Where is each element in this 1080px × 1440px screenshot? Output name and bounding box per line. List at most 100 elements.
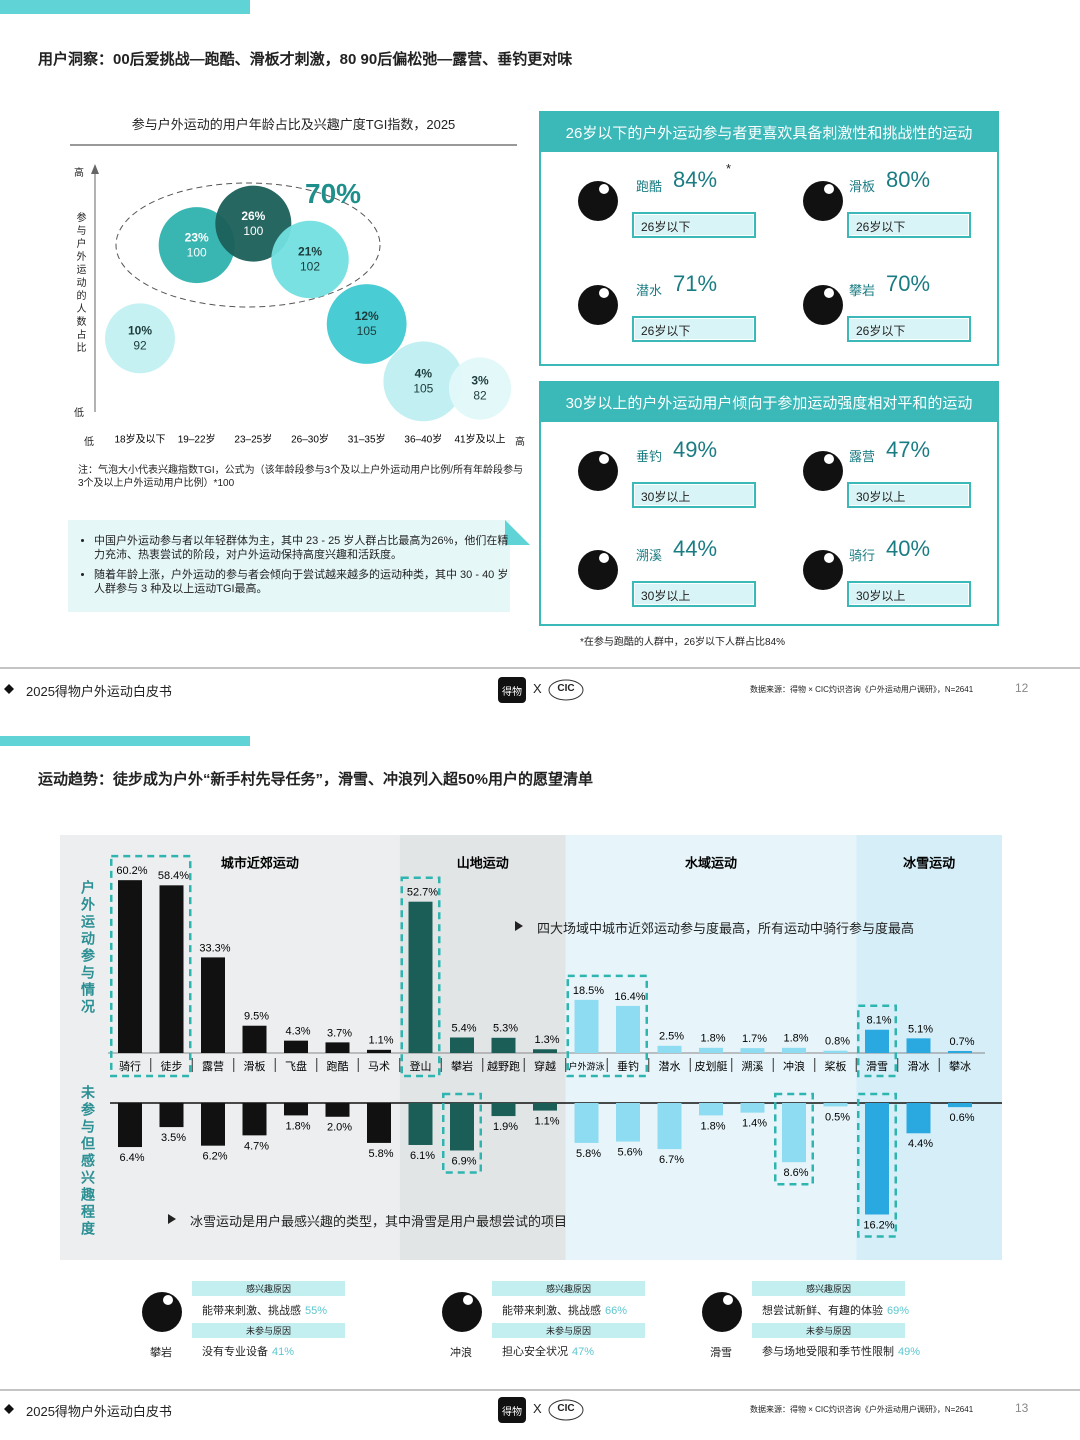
sport-icon xyxy=(803,181,843,221)
value-label: 3.5% xyxy=(161,1132,186,1144)
value-label: 3% xyxy=(471,374,489,388)
bar xyxy=(616,1005,640,1053)
bar xyxy=(740,1103,765,1113)
bar xyxy=(906,1038,931,1053)
header-stripe xyxy=(0,0,250,14)
sport-name: 潜水 xyxy=(636,283,663,298)
reason-text: 想尝试新鲜、有趣的体验 xyxy=(762,1305,883,1317)
card-sport: 冲浪 xyxy=(450,1347,472,1359)
value-label: 1.4% xyxy=(742,1118,767,1130)
bullet-box-corner xyxy=(505,520,530,545)
value-label: 1.8% xyxy=(700,1033,725,1045)
panel-title: 30岁以上的户外运动用户倾向于参加运动强度相对平和的运动 xyxy=(565,395,973,412)
y-axis-low: 低 xyxy=(74,408,84,419)
footer-source: 数据来源：得物 × CIC灼识咨询《户外运动用户调研》，N=2641 xyxy=(750,685,974,694)
bar xyxy=(242,1025,267,1053)
sport-name: 跑酷 xyxy=(636,179,663,194)
x-tick-label: 滑板 xyxy=(244,1059,266,1073)
panel-header xyxy=(540,112,998,152)
x-tick-label: 骑行 xyxy=(119,1060,141,1073)
size-label: 105 xyxy=(413,382,433,396)
y-axis-high: 高 xyxy=(74,168,84,179)
footer-report: 2025得物户外运动白皮书 xyxy=(26,1404,172,1419)
bubble xyxy=(215,185,292,262)
panel-title: 26岁以下的户外运动参与者更喜欢具备刺激性和挑战性的运动 xyxy=(565,125,973,142)
value-label: 1.8% xyxy=(783,1033,808,1045)
value-label: 18.5% xyxy=(573,985,604,997)
bar xyxy=(159,885,184,1053)
reason-share: 49% xyxy=(898,1346,921,1358)
reason-share: 41% xyxy=(272,1346,295,1358)
value-label: 16.4% xyxy=(614,991,645,1003)
sport-icon xyxy=(803,550,843,590)
sport-share: 44% xyxy=(673,536,718,561)
x-tick-label: 桨板 xyxy=(825,1059,847,1073)
partner-name: CIC xyxy=(557,1403,575,1414)
group-label: 冰雪运动 xyxy=(903,855,955,870)
x-tick-label: 31–35岁 xyxy=(348,433,386,446)
sport-icon-accent xyxy=(824,288,834,298)
sport-icon-accent xyxy=(599,553,609,563)
size-label: 92 xyxy=(133,339,147,353)
value-label: 0.8% xyxy=(825,1036,850,1048)
x-tick-label: 垂钓 xyxy=(617,1059,639,1073)
footnote: *在参与跑酷的人群中，26岁以下人群占比84% xyxy=(580,637,786,648)
value-label: 5.8% xyxy=(576,1148,601,1160)
card-sport: 滑雪 xyxy=(710,1347,732,1359)
bar xyxy=(491,1103,516,1117)
x-axis-high: 高 xyxy=(515,437,525,448)
slide-title: 用户洞察：00后爱挑战—跑酷、滑板才刺激，80 90后偏松弛—露营、垂钓更对味 xyxy=(38,51,573,68)
bar xyxy=(201,1103,225,1146)
value-label: 12% xyxy=(355,309,379,323)
annotation-arrow xyxy=(515,921,523,931)
y-axis-arrow xyxy=(91,164,99,174)
reason: 担心安全状况 47% xyxy=(502,1343,594,1359)
value-label: 9.5% xyxy=(244,1011,269,1023)
bubble xyxy=(105,303,175,374)
highlight-frame xyxy=(857,1092,897,1238)
bar xyxy=(865,1029,889,1053)
x-tick-label: 攀冰 xyxy=(949,1060,971,1073)
x-tick-label: 41岁及以上 xyxy=(454,433,505,446)
sport-icon-accent xyxy=(599,288,609,298)
footer-x: X xyxy=(533,1401,542,1416)
x-tick-label: 滑冰 xyxy=(908,1060,930,1073)
x-tick-label: 露营 xyxy=(202,1059,224,1073)
bar xyxy=(574,1103,599,1143)
tag-fill xyxy=(850,215,968,235)
reason-header-text: 感兴趣原因 xyxy=(245,1284,291,1294)
bar xyxy=(823,1050,848,1053)
x-tick-label: 户外游泳 xyxy=(568,1060,604,1071)
bar xyxy=(325,1103,350,1117)
bubble-layer: 18岁及以下 19–22岁 23–25岁 26–30岁 31–35岁 36–40岁 41岁及… xyxy=(105,185,512,446)
sport-icon xyxy=(442,1292,482,1332)
bar xyxy=(408,901,433,1053)
bar xyxy=(118,1103,142,1148)
value-label: 0.6% xyxy=(949,1112,974,1124)
tag-label: 30岁以上 xyxy=(641,589,691,603)
sport-share: 40% xyxy=(886,536,931,561)
bullet: 中国户外运动参与者以年轻群体为主，其中 23 - 25 岁人群占比最高为26%，… xyxy=(94,534,514,562)
page-number: 13 xyxy=(1015,1401,1029,1415)
reason-text: 参与场地受限和季节性限制 xyxy=(762,1346,894,1358)
bullet-list: 中国户外运动参与者以年轻群体为主，其中 23 - 25 岁人群占比最高为26%，… xyxy=(78,534,514,596)
size-label: 82 xyxy=(473,389,487,403)
highlight-frame xyxy=(400,876,441,1078)
value-label: 33.3% xyxy=(199,942,230,954)
tag-fill xyxy=(635,584,753,604)
sport-share: 80% xyxy=(886,167,931,192)
bar xyxy=(284,1103,308,1116)
page-number: 12 xyxy=(1015,681,1029,695)
sport-mark: * xyxy=(726,161,732,176)
reason-share: 69% xyxy=(887,1305,910,1317)
x-tick-label: 徒步 xyxy=(161,1059,183,1073)
reason: 想尝试新鲜、有趣的体验 69% xyxy=(762,1302,909,1318)
value-label: 6.2% xyxy=(202,1151,227,1163)
x-tick-label: 23–25岁 xyxy=(234,433,272,446)
icon-layer xyxy=(142,181,971,1338)
sport-name: 滑板 xyxy=(849,179,876,194)
footer-diamond xyxy=(4,1404,14,1414)
x-tick-label: 飞盘 xyxy=(285,1059,307,1073)
chart-title: 参与户外运动的用户年龄占比及兴趣广度TGI指数，2025 xyxy=(131,117,456,132)
